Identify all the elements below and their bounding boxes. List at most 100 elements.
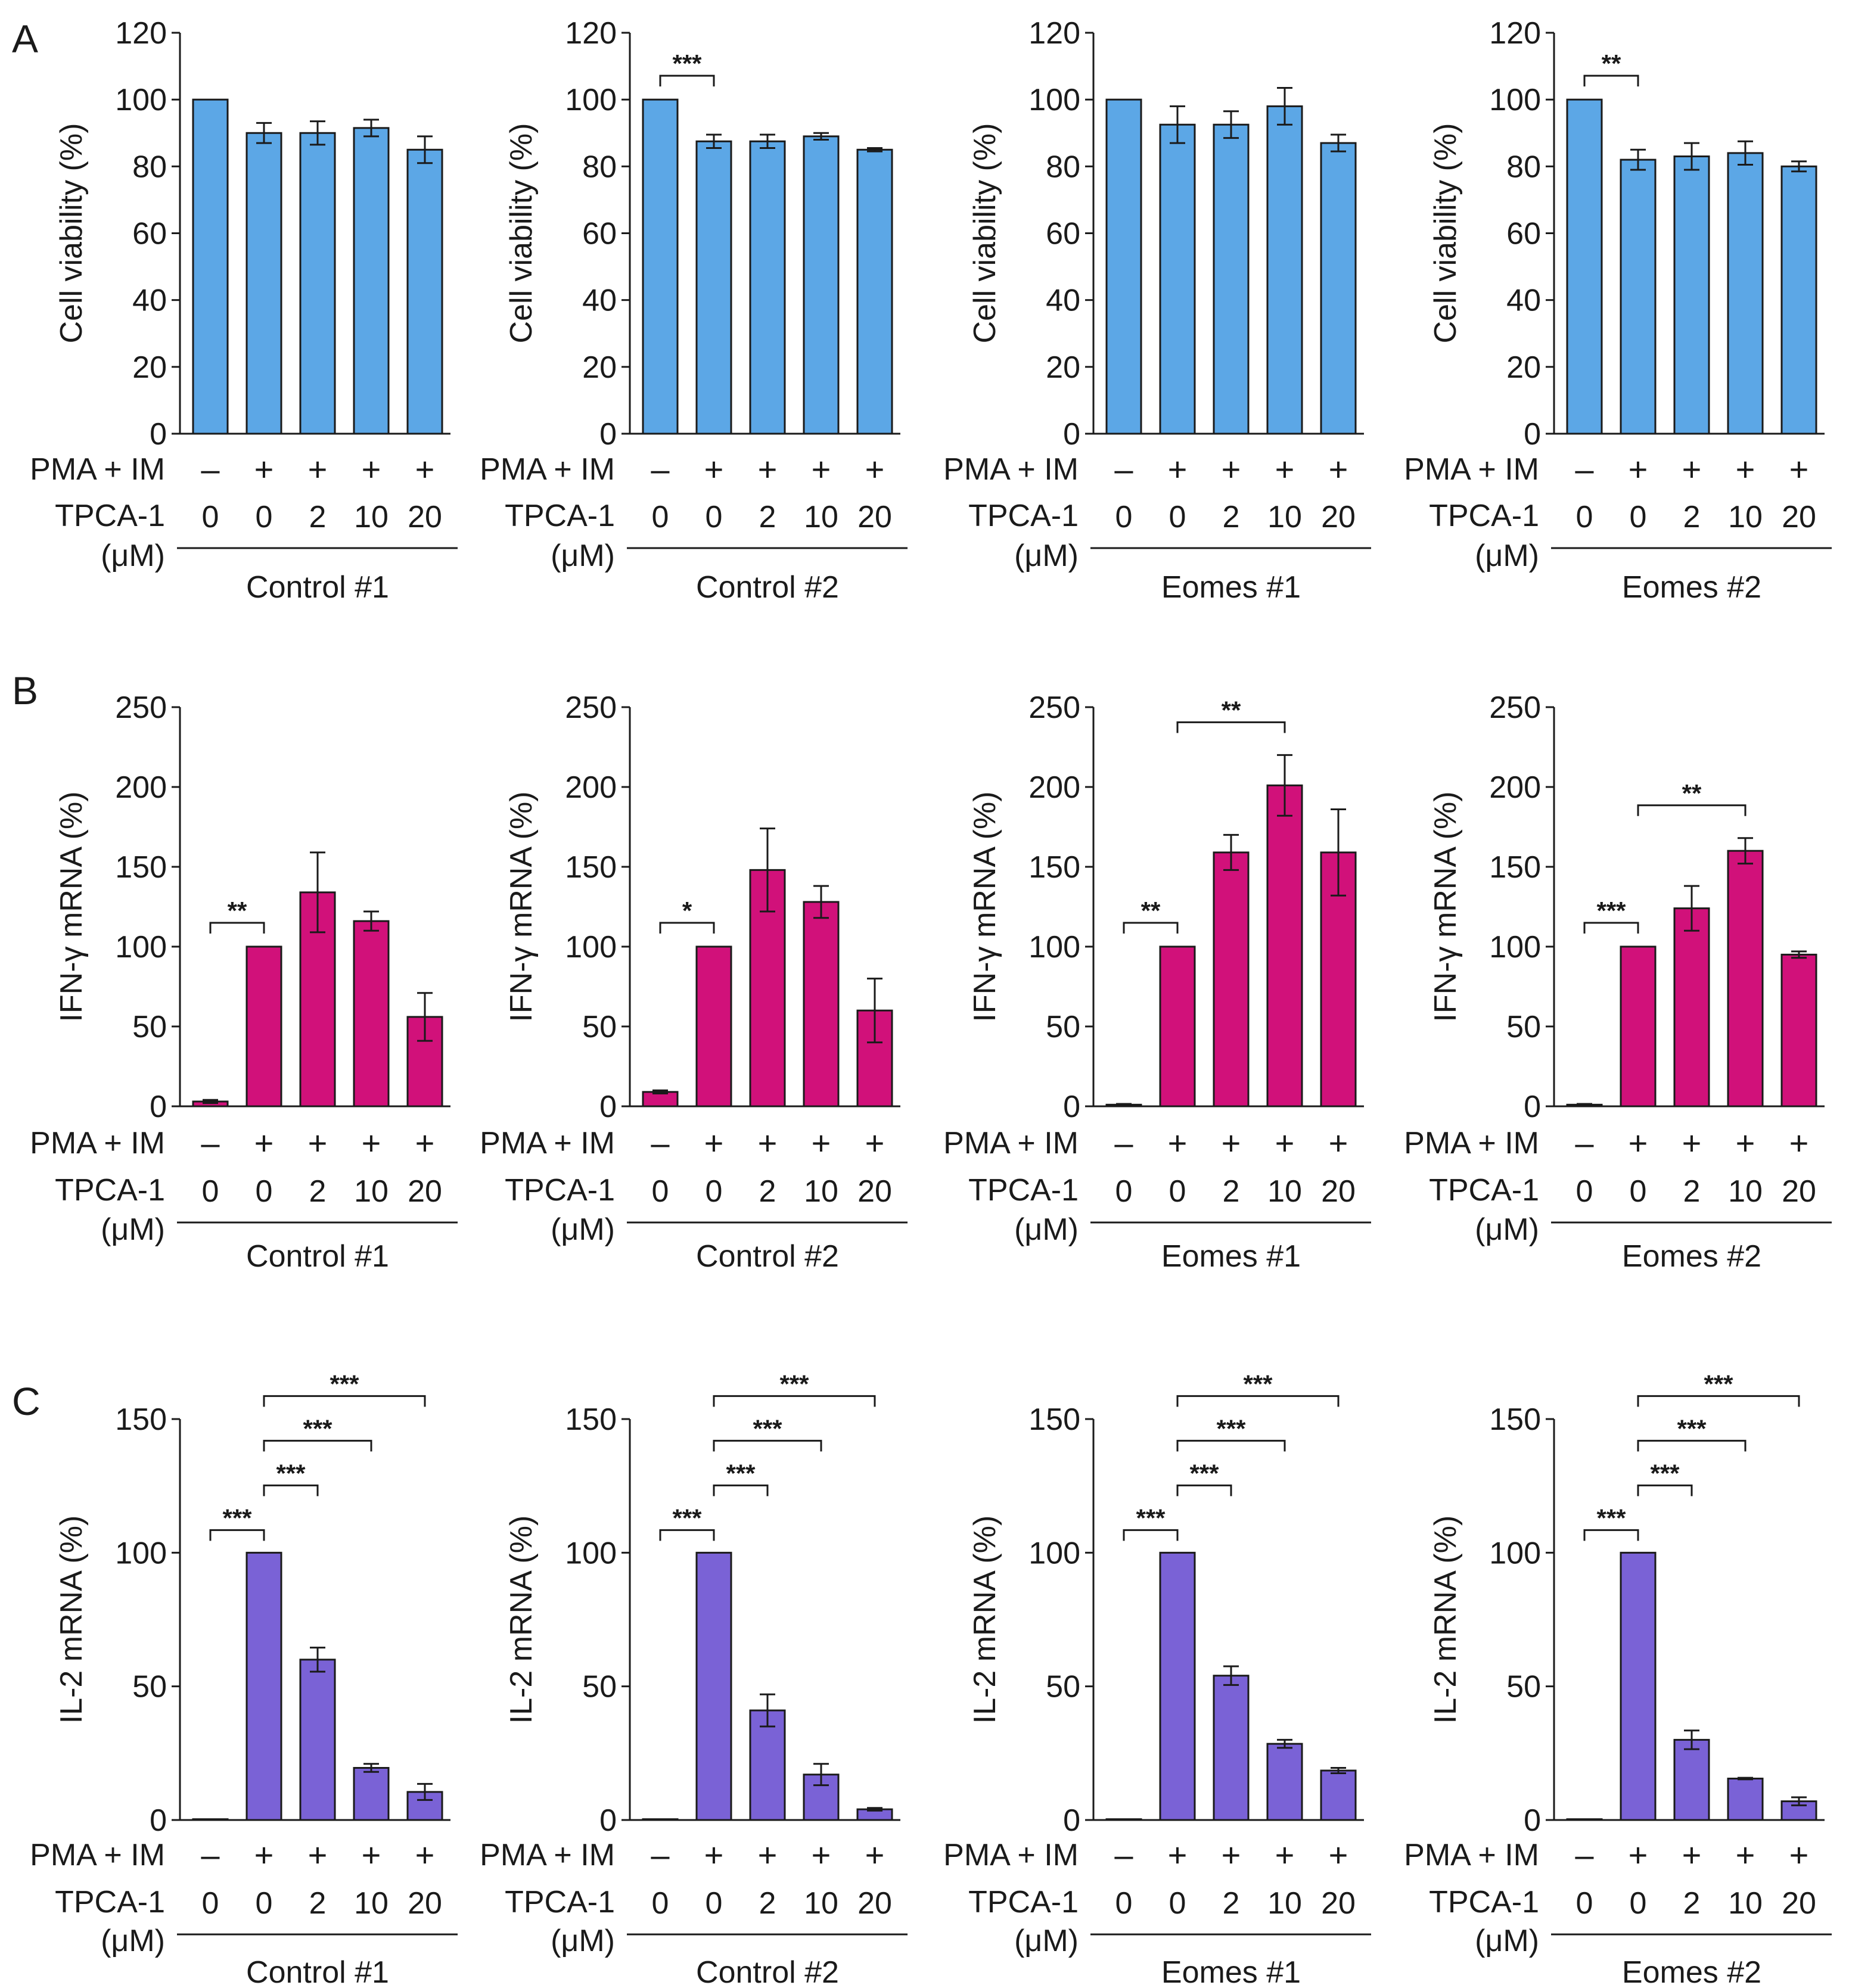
x-tick-label: 20: [408, 1886, 442, 1921]
significance-bracket: [659, 74, 715, 87]
bar: [1727, 152, 1764, 435]
y-tick-label: 20: [582, 350, 617, 385]
y-tick-label: 50: [582, 1670, 617, 1704]
row-label-pma-im: PMA + IM: [1404, 1126, 1539, 1161]
y-tick-label: 100: [565, 1536, 617, 1570]
y-tick-label: 0: [150, 417, 167, 452]
y-tick-label: 120: [1489, 16, 1541, 51]
x-tick-label: 0: [202, 1886, 219, 1921]
y-axis-label: IL-2 mRNA (%): [54, 1516, 89, 1724]
bar: [1727, 1777, 1764, 1821]
pma-marker: +: [1736, 450, 1755, 488]
bar: [1673, 155, 1710, 435]
y-tick-label: 0: [599, 417, 617, 452]
x-tick-label: 0: [1169, 1174, 1186, 1209]
significance-label: ***: [1596, 897, 1626, 925]
y-tick-label: 50: [132, 1670, 167, 1704]
row-label-tpca: TPCA-1: [505, 1173, 615, 1208]
x-tick-label: 2: [1683, 500, 1701, 534]
y-tick-label: 120: [1028, 16, 1080, 51]
significance-bracket: [209, 1529, 265, 1541]
bar: [803, 135, 840, 435]
pma-marker: +: [1329, 1124, 1348, 1162]
significance-label: ***: [222, 1504, 252, 1532]
significance-bracket: [1637, 1484, 1693, 1497]
y-tick-label: 50: [1046, 1010, 1080, 1044]
y-tick-label: 100: [1489, 83, 1541, 117]
pma-marker: +: [1736, 1836, 1755, 1874]
pma-marker: +: [254, 450, 274, 488]
x-tick-label: 10: [804, 1886, 838, 1921]
pma-marker: –: [1575, 1836, 1594, 1874]
significance-label: ***: [779, 1370, 809, 1398]
y-tick-label: 100: [115, 1536, 167, 1570]
significance-bracket: [659, 1529, 715, 1541]
y-tick-label: 80: [1046, 150, 1080, 184]
pma-marker: +: [865, 1836, 885, 1874]
bar: [1266, 784, 1303, 1107]
x-tick-label: 2: [1223, 500, 1240, 534]
bar: [1673, 1738, 1710, 1821]
significance-label: ***: [726, 1459, 756, 1487]
y-tick-label: 250: [1489, 690, 1541, 725]
row-label-pma-im: PMA + IM: [480, 452, 615, 487]
x-tick-label: 10: [1728, 1174, 1763, 1209]
pma-marker: –: [201, 450, 220, 488]
y-tick-label: 0: [150, 1803, 167, 1838]
x-tick-label: 20: [408, 1174, 442, 1209]
y-tick-label: 100: [1028, 83, 1080, 117]
x-tick-label: 0: [706, 1886, 723, 1921]
bar: [642, 1818, 679, 1821]
pma-marker: +: [1329, 1836, 1348, 1874]
y-tick-label: 100: [1028, 1536, 1080, 1570]
significance-bracket: [209, 922, 265, 934]
y-tick-label: 100: [115, 83, 167, 117]
group-label: Control #1: [246, 1955, 389, 1988]
significance-label: ***: [1189, 1459, 1219, 1487]
pma-marker: +: [1789, 1124, 1809, 1162]
y-tick-label: 0: [599, 1803, 617, 1838]
x-tick-label: 10: [354, 1886, 389, 1921]
y-axis-label: IFN-γ mRNA (%): [968, 791, 1002, 1022]
y-axis-label: Cell viability (%): [504, 123, 539, 344]
row-label-unit: (μM): [551, 1212, 615, 1247]
bar: [695, 1551, 732, 1821]
bar: [299, 132, 336, 435]
pma-marker: +: [254, 1124, 274, 1162]
pma-marker: +: [812, 1836, 831, 1874]
y-tick-label: 0: [1524, 1803, 1541, 1838]
pma-marker: +: [758, 1124, 778, 1162]
row-label-unit: (μM): [1475, 1924, 1539, 1958]
bar: [749, 140, 786, 435]
row-label-pma-im: PMA + IM: [1404, 452, 1539, 487]
x-tick-label: 2: [309, 1174, 327, 1209]
y-tick-label: 80: [132, 150, 167, 184]
bar: [803, 901, 840, 1107]
group-label: Control #1: [246, 1239, 389, 1274]
bar: [1320, 142, 1357, 435]
pma-marker: –: [1114, 1124, 1133, 1162]
pma-marker: +: [865, 1124, 885, 1162]
bar: [1213, 1675, 1250, 1821]
pma-marker: +: [1789, 1836, 1809, 1874]
group-label: Control #2: [696, 1239, 839, 1274]
y-axis-label: IL-2 mRNA (%): [968, 1516, 1002, 1724]
y-tick-label: 0: [1063, 1090, 1080, 1124]
y-tick-label: 200: [565, 770, 617, 805]
panel-letter-c: C: [12, 1379, 41, 1423]
x-tick-label: 20: [1321, 1886, 1356, 1921]
significance-label: ***: [1650, 1459, 1680, 1487]
significance-bracket: [1583, 1529, 1639, 1541]
x-tick-label: 2: [1223, 1174, 1240, 1209]
x-tick-label: 0: [1630, 1174, 1647, 1209]
bar: [1105, 98, 1142, 435]
significance-label: ***: [276, 1459, 306, 1487]
row-label-pma-im: PMA + IM: [480, 1838, 615, 1872]
row-label-tpca: TPCA-1: [1429, 499, 1539, 533]
significance-label: ***: [1677, 1414, 1707, 1442]
bar: [353, 920, 390, 1107]
pma-marker: +: [254, 1836, 274, 1874]
y-tick-label: 150: [565, 1402, 617, 1437]
significance-label: ***: [1704, 1370, 1733, 1398]
